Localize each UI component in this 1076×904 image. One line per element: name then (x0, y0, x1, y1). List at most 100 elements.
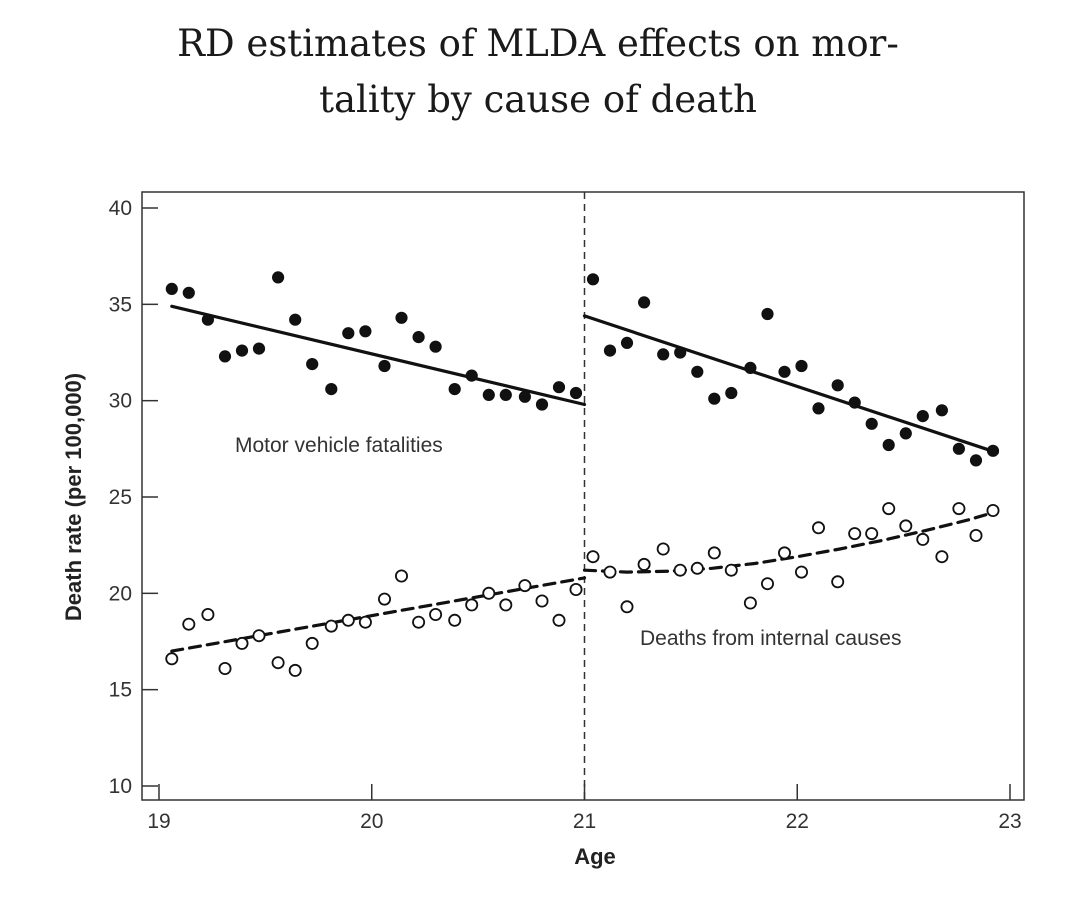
internal-causes-point (812, 521, 826, 535)
internal-causes-point (271, 656, 285, 670)
motor-vehicle-point (708, 392, 721, 405)
internal-causes-point (778, 546, 792, 560)
internal-causes-point (673, 563, 687, 577)
internal-causes-point (518, 579, 532, 593)
internal-causes-point (848, 527, 862, 541)
motor-vehicle-point (986, 444, 1000, 457)
motor-vehicle-point (342, 327, 355, 340)
internal-causes-point (429, 608, 443, 622)
motor-vehicle-point (603, 344, 617, 357)
internal-causes-point (341, 613, 355, 627)
internal-causes-point (465, 598, 479, 612)
motor-vehicle-point (969, 454, 983, 467)
plot-frame (141, 191, 1025, 801)
motor-vehicle-point (848, 396, 861, 409)
motor-vehicle-fit-line-0 (170, 304, 587, 407)
motor-vehicle-point (952, 442, 966, 455)
internal-causes-point (324, 619, 338, 633)
motor-vehicle-point (252, 342, 266, 355)
motor-vehicle-point (306, 358, 319, 371)
series-internal-causes (165, 502, 1000, 677)
internal-causes-point (899, 519, 913, 533)
annotation-internal-causes: Deaths from internal causes (640, 627, 901, 650)
motor-vehicle-point (378, 359, 391, 373)
internal-causes-point (795, 565, 809, 579)
y-tick-label: 25 (109, 486, 132, 509)
internal-causes-point (831, 575, 845, 589)
motor-vehicle-point (569, 386, 583, 400)
motor-vehicle-point (218, 350, 232, 363)
motor-vehicle-point (482, 388, 495, 401)
motor-vehicle-point (182, 286, 195, 299)
internal-causes-point (707, 546, 721, 560)
internal-causes-point (935, 550, 949, 564)
x-axis-title: Age (574, 844, 616, 869)
internal-causes-point (358, 615, 372, 629)
motor-vehicle-point (761, 307, 774, 321)
y-tick-label: 40 (109, 197, 132, 220)
x-tick-label: 20 (360, 810, 383, 833)
motor-vehicle-point (272, 271, 285, 284)
internal-causes-point (412, 615, 426, 629)
motor-vehicle-point (831, 379, 844, 392)
internal-causes-point (252, 629, 266, 643)
internal-causes-point (986, 503, 1000, 517)
motor-vehicle-point (448, 383, 461, 396)
motor-vehicle-point (778, 365, 791, 378)
motor-vehicle-point (289, 313, 302, 326)
internal-causes-point (603, 565, 617, 579)
motor-vehicle-point (201, 313, 214, 326)
internal-causes-point (637, 557, 651, 571)
chart-title: RD estimates of MLDA effects on mor- tal… (0, 16, 1076, 128)
motor-vehicle-point (235, 344, 249, 357)
internal-causes-point (620, 600, 634, 614)
motor-vehicle-point (518, 390, 532, 403)
motor-vehicle-point (795, 359, 808, 373)
motor-vehicle-point (395, 311, 408, 324)
internal-causes-point (952, 502, 966, 516)
motor-vehicle-point (882, 438, 895, 452)
x-tick-label: 19 (147, 810, 170, 833)
chart-title-line-2: tality by cause of death (319, 78, 757, 121)
motor-vehicle-fit-line-1 (582, 314, 999, 455)
motor-vehicle-point (657, 348, 670, 361)
x-tick-label: 23 (998, 810, 1021, 833)
internal-causes-point (865, 527, 879, 541)
internal-causes-point (552, 613, 566, 627)
motor-vehicle-point (620, 336, 634, 349)
motor-vehicle-point (325, 383, 338, 396)
motor-vehicle-point (725, 386, 738, 400)
x-tick-label: 22 (786, 810, 809, 833)
y-tick-label: 10 (109, 775, 132, 798)
motor-vehicle-point (638, 296, 651, 309)
motor-vehicle-point (165, 282, 178, 295)
internal-causes-point (499, 598, 513, 612)
internal-causes-fit-line-2 (170, 576, 587, 653)
internal-causes-fit-line-3 (582, 509, 999, 574)
internal-causes-point (182, 617, 196, 631)
internal-causes-point (305, 636, 319, 650)
y-tick-label: 35 (109, 293, 132, 316)
internal-causes-point (690, 561, 704, 575)
motor-vehicle-point (586, 273, 600, 286)
motor-vehicle-point (429, 340, 442, 353)
x-tick-label: 21 (573, 810, 596, 833)
internal-causes-point (916, 532, 930, 546)
motor-vehicle-point (744, 361, 757, 374)
internal-causes-point (448, 613, 462, 627)
motor-vehicle-point (552, 381, 566, 394)
motor-vehicle-point (935, 404, 949, 417)
motor-vehicle-point (465, 369, 478, 382)
internal-causes-point (586, 550, 600, 564)
internal-causes-point (535, 594, 549, 608)
internal-causes-point (724, 563, 738, 577)
internal-causes-point (969, 529, 983, 543)
motor-vehicle-point (535, 398, 549, 411)
motor-vehicle-point (916, 410, 929, 423)
internal-causes-point (235, 636, 249, 650)
internal-causes-point (743, 596, 757, 610)
motor-vehicle-point (691, 365, 704, 378)
y-tick-label: 30 (109, 390, 132, 413)
y-axis-title: Death rate (per 100,000) (61, 373, 86, 621)
internal-causes-point (882, 502, 896, 516)
